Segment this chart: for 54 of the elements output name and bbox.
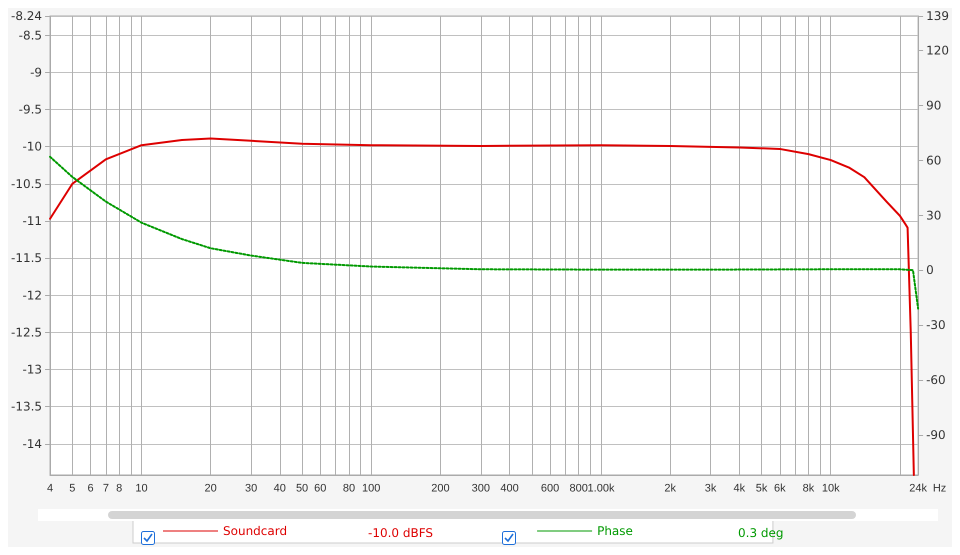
y2-tick-label: 0: [926, 263, 934, 278]
x-tick-label: 2k: [664, 482, 676, 494]
x-tick-label: 1.00k: [588, 482, 615, 494]
x-tick-label: 4k: [734, 482, 746, 494]
x-tick-label: 300: [472, 482, 490, 494]
y2-tick-label: 90: [926, 98, 942, 113]
y-tick-label: -9: [30, 65, 42, 80]
y2-tick-label: -30: [926, 318, 946, 332]
y-tick-label: -9.5: [18, 102, 42, 117]
x-tick-label: 10: [135, 482, 148, 494]
x-tick-label: 8k: [802, 482, 815, 494]
y2-tick-label: 139: [926, 9, 949, 23]
x-tick-label: 100: [362, 482, 380, 494]
y-tick-label: -11.5: [10, 251, 42, 266]
x-tick-label: 6k: [774, 482, 786, 494]
text: 0.3 deg: [738, 526, 784, 540]
x-tick-label: 60: [314, 482, 326, 494]
y-tick-label: -14: [22, 436, 42, 451]
y2-tick-label: 30: [926, 208, 942, 222]
y-tick-label: -10: [22, 140, 42, 154]
y2-tick-label: -60: [926, 372, 946, 387]
x-tick-label: 400: [500, 482, 519, 494]
y-tick-label: -13: [22, 362, 42, 377]
x-tick-label: 3k: [704, 482, 717, 494]
x-tick-label: 8: [116, 482, 122, 494]
x-tick-label: 6: [87, 482, 94, 494]
x-tick-label: 50: [296, 482, 308, 494]
y-tick-label: -13.5: [10, 400, 42, 414]
x-tick-label: 5: [69, 482, 76, 494]
y-tick-label: -11: [22, 214, 42, 228]
x-tick-label: 7: [102, 482, 109, 494]
x-tick-label: 24k: [909, 482, 928, 494]
x-tick-label: 200: [431, 482, 450, 494]
x-tick-label: 4: [46, 482, 54, 494]
x-tick-label: 800: [570, 482, 588, 494]
y-tick-label: -12.5: [10, 325, 42, 340]
x-tick-label: 10k: [822, 482, 840, 494]
x-tick-label: 80: [342, 482, 356, 494]
text: -10.0 dBFS: [368, 526, 434, 540]
y-tick-label: -8.24: [10, 9, 42, 23]
legend-label: Soundcard: [223, 524, 288, 538]
x-tick-label: 600: [540, 482, 560, 494]
y-tick-label: -10.5: [10, 176, 42, 191]
x-tick-label: 30: [244, 482, 258, 494]
y-tick-label: -8.5: [18, 28, 42, 42]
y2-tick-label: 120: [926, 44, 949, 58]
x-tick-label: 40: [274, 482, 286, 494]
x-axis-title: Hz: [932, 482, 946, 494]
x-tick-label: 20: [204, 482, 217, 494]
y2-tick-label: 60: [926, 153, 942, 168]
y-tick-label: -12: [22, 288, 42, 302]
legend-label: Phase: [597, 524, 633, 538]
x-tick-label: 5k: [756, 482, 768, 494]
y2-tick-label: -90: [926, 428, 946, 442]
